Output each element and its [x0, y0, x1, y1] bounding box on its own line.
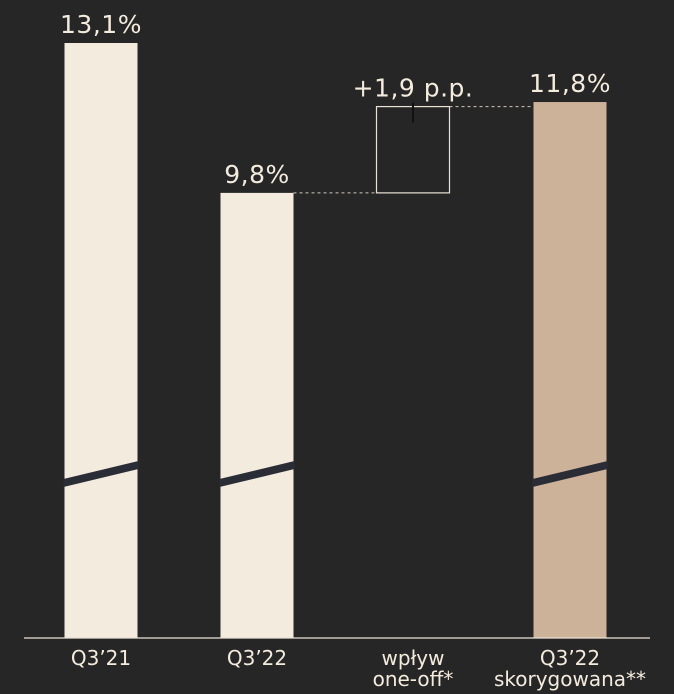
bar-3 [533, 102, 607, 639]
bar-1 [220, 192, 294, 638]
labels-layer: 13,1% Q3’21 9,8% Q3’22 +1,9 p.p. wpływone-off… [60, 10, 646, 691]
value-label: +1,9 p.p. [353, 74, 474, 103]
bar-0 [64, 43, 138, 638]
axis-break-mark [63, 461, 139, 487]
category-label: Q3’21 [71, 646, 131, 670]
axis-break-mark [532, 461, 608, 487]
category-label: Q3’22 [540, 646, 600, 670]
category-label: Q3’22 [227, 646, 287, 670]
connectors-layer [293, 106, 534, 194]
category-label: one-off* [373, 667, 454, 691]
axis-break-mark [219, 461, 295, 487]
category-label: skorygowana** [494, 667, 646, 691]
value-label: 11,8% [529, 69, 611, 98]
bars-layer [63, 43, 608, 639]
value-label: 9,8% [224, 160, 290, 189]
value-label: 13,1% [60, 10, 142, 39]
category-label: wpływ [382, 646, 445, 670]
